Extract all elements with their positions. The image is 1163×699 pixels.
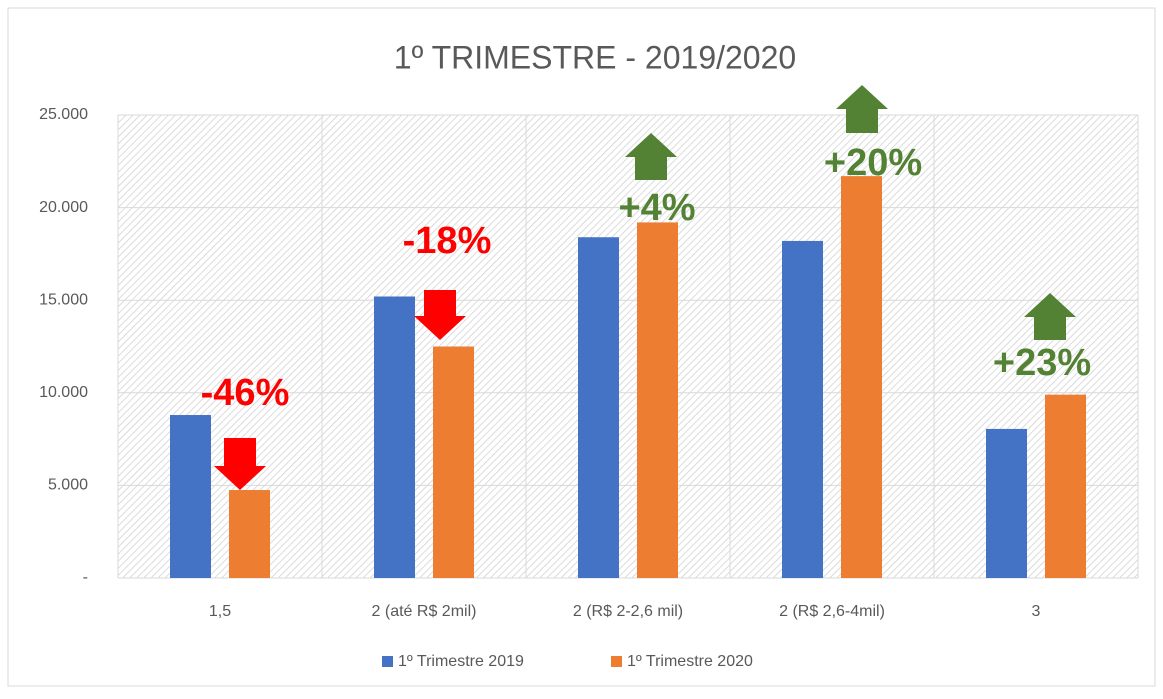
- y-tick-label: 15.000: [39, 291, 88, 308]
- plot-area: [118, 115, 1138, 578]
- annotation-arrow: [214, 438, 266, 490]
- legend-label: 1º Trimestre 2020: [627, 653, 753, 670]
- bar: [374, 296, 415, 578]
- annotation: -18%: [403, 220, 492, 262]
- annotation-arrow: [836, 85, 888, 133]
- x-tick-label: 2 (R$ 2-2,6 mil): [573, 603, 683, 620]
- bar: [986, 428, 1027, 578]
- y-tick-label: 5.000: [48, 477, 88, 494]
- legend-swatch: [611, 656, 622, 667]
- x-tick-label: 2 (R$ 2,6-4mil): [779, 603, 885, 620]
- legend-label: 1º Trimestre 2019: [398, 653, 524, 670]
- y-tick-label: 20.000: [39, 199, 88, 216]
- chart-title: 1º TRIMESTRE - 2019/2020: [394, 39, 796, 75]
- bar: [578, 237, 619, 578]
- bar: [433, 346, 474, 578]
- x-tick-label: 1,5: [209, 603, 231, 620]
- annotation: +20%: [824, 142, 922, 184]
- bar: [637, 222, 678, 578]
- annotation: -46%: [201, 372, 290, 414]
- annotation: +23%: [993, 342, 1091, 384]
- y-tick-label: 10.000: [39, 384, 88, 401]
- bar: [170, 415, 211, 578]
- annotation-arrow: [1024, 293, 1076, 340]
- y-tick-label: 25.000: [39, 106, 88, 123]
- x-tick-label: 3: [1032, 603, 1041, 620]
- annotation-arrow: [625, 133, 677, 180]
- annotation-arrow: [414, 290, 466, 340]
- bar: [1045, 394, 1086, 578]
- annotation: +4%: [618, 187, 695, 229]
- bar: [841, 176, 882, 578]
- y-tick-label: -: [83, 569, 88, 586]
- bar: [229, 490, 270, 578]
- bar: [782, 240, 823, 578]
- x-tick-label: 2 (até R$ 2mil): [372, 603, 477, 620]
- legend-swatch: [382, 656, 393, 667]
